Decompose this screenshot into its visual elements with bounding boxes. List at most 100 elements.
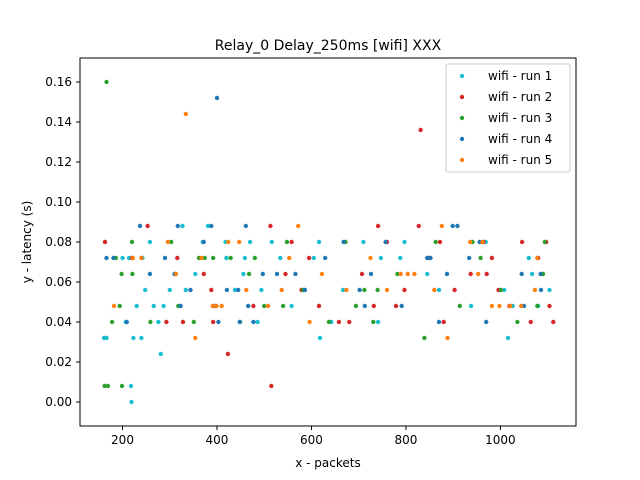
y-tick-label: 0.04 (45, 315, 72, 329)
data-point (129, 239, 135, 245)
legend: wifi - run 1 wifi - run 2 wifi - run 3 wifi… (445, 63, 571, 173)
data-point (161, 303, 166, 309)
data-point (209, 223, 214, 229)
data-point (336, 319, 342, 325)
data-point (340, 287, 346, 293)
series-4 (104, 95, 544, 325)
data-point (436, 319, 442, 325)
data-point (104, 79, 109, 85)
data-point (398, 255, 403, 261)
x-axis-label: x - packets (295, 456, 361, 470)
data-point (437, 239, 443, 245)
data-point (156, 319, 161, 325)
data-point (147, 239, 153, 245)
data-point (538, 271, 543, 277)
data-point (375, 223, 381, 229)
legend-label: wifi - run 3 (488, 111, 552, 125)
data-point (399, 303, 404, 309)
data-point (484, 271, 489, 277)
data-point (547, 287, 552, 293)
legend-label: wifi - run 5 (488, 153, 552, 167)
data-point (119, 383, 125, 389)
data-point (341, 239, 346, 245)
plot-area (101, 79, 556, 405)
data-point (104, 255, 109, 261)
data-point (131, 335, 136, 341)
data-point (425, 255, 430, 261)
data-point (519, 303, 524, 309)
data-point (102, 383, 107, 389)
y-tick-label: 0.14 (45, 115, 72, 129)
data-point (347, 319, 352, 325)
data-point (117, 303, 122, 309)
data-point (402, 239, 407, 245)
data-point (188, 287, 193, 293)
data-point (344, 287, 349, 293)
data-point (130, 255, 136, 261)
data-point (219, 303, 224, 309)
data-point (319, 271, 325, 277)
data-point (307, 319, 312, 325)
x-tick-label: 800 (394, 433, 417, 447)
data-point (412, 271, 417, 277)
data-point (183, 111, 188, 117)
data-point (535, 303, 540, 309)
data-point (283, 271, 288, 277)
data-point (224, 287, 230, 293)
data-point (211, 255, 216, 261)
data-point (180, 223, 185, 229)
data-point (480, 239, 485, 245)
data-point (452, 287, 457, 293)
data-point (226, 239, 231, 245)
data-point (362, 287, 367, 293)
data-point (130, 271, 135, 277)
data-point (129, 399, 134, 405)
data-point (162, 255, 168, 261)
data-point (148, 319, 153, 325)
data-point (279, 287, 284, 293)
legend-marker (459, 115, 465, 121)
data-point (246, 303, 251, 309)
data-point (244, 287, 249, 293)
data-point (302, 287, 308, 293)
data-point (134, 303, 139, 309)
data-point (165, 239, 171, 245)
data-point (362, 303, 367, 309)
data-point (489, 303, 495, 309)
data-point (468, 239, 473, 245)
data-point (368, 255, 373, 261)
data-point (425, 271, 430, 277)
data-point (551, 319, 556, 325)
y-tick-label: 0.10 (45, 195, 72, 209)
data-point (455, 223, 460, 229)
data-point (416, 223, 421, 229)
data-point (326, 319, 332, 325)
data-point (398, 271, 403, 277)
data-point (368, 271, 374, 277)
data-point (284, 239, 290, 245)
data-point (111, 303, 117, 309)
data-point (418, 127, 423, 133)
data-point (526, 255, 531, 261)
data-point (224, 255, 229, 261)
y-axis-label: y - latency (s) (20, 201, 34, 284)
data-point (202, 255, 207, 261)
data-point (468, 271, 473, 277)
data-point (269, 239, 274, 245)
data-point (109, 319, 115, 325)
data-point (306, 255, 312, 261)
y-tick-label: 0.16 (45, 75, 72, 89)
data-point (280, 303, 286, 309)
y-tick-label: 0.02 (45, 355, 72, 369)
x-tick-label: 1000 (485, 433, 516, 447)
data-point (164, 319, 169, 325)
data-point (468, 303, 474, 309)
data-point (502, 287, 507, 293)
data-point (191, 319, 196, 325)
data-point (139, 335, 144, 341)
data-point (228, 255, 233, 261)
data-point (104, 335, 109, 341)
data-point (519, 271, 524, 277)
data-point (395, 271, 400, 277)
